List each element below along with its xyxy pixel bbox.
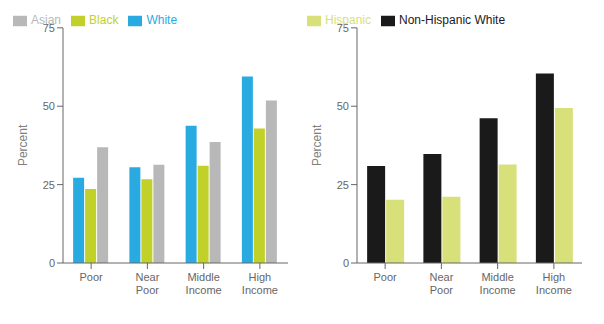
svg-text:0: 0 <box>343 257 349 269</box>
svg-text:75: 75 <box>337 22 349 34</box>
svg-text:MiddleIncome: MiddleIncome <box>186 271 222 296</box>
svg-text:HighIncome: HighIncome <box>536 271 572 296</box>
svg-text:50: 50 <box>43 100 55 112</box>
svg-text:Poor: Poor <box>374 271 398 283</box>
svg-text:NearPoor: NearPoor <box>429 271 453 296</box>
svg-text:Percent: Percent <box>16 124 30 166</box>
svg-text:MiddleIncome: MiddleIncome <box>480 271 516 296</box>
svg-text:75: 75 <box>43 22 55 34</box>
svg-text:Percent: Percent <box>310 124 324 166</box>
svg-text:50: 50 <box>337 100 349 112</box>
svg-text:25: 25 <box>43 179 55 191</box>
svg-text:Poor: Poor <box>80 271 104 283</box>
svg-text:0: 0 <box>49 257 55 269</box>
svg-text:25: 25 <box>337 179 349 191</box>
svg-text:HighIncome: HighIncome <box>242 271 278 296</box>
svg-text:NearPoor: NearPoor <box>135 271 159 296</box>
